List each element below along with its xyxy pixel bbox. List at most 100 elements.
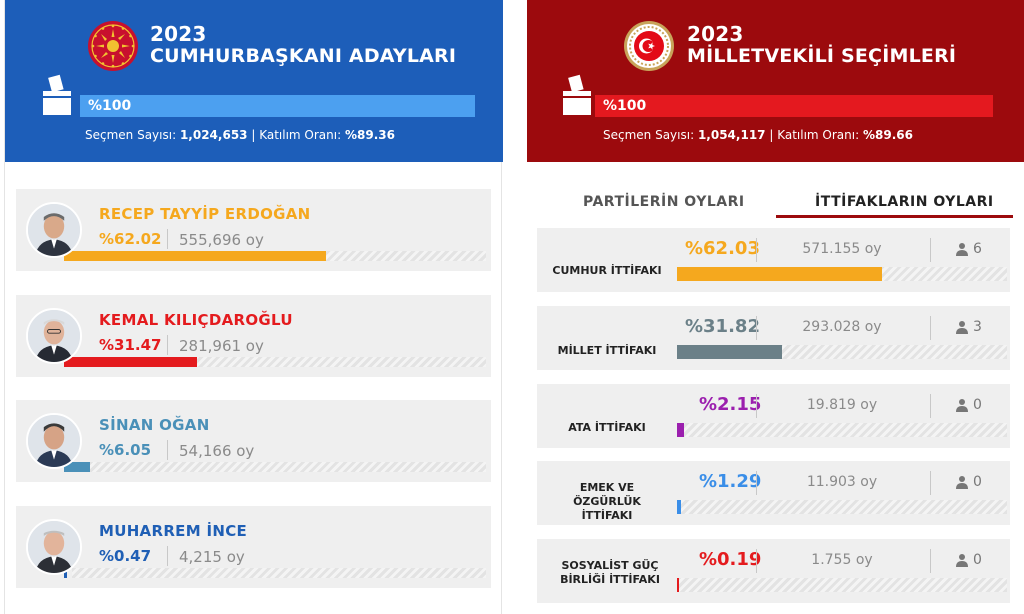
alliance-votes: 11.903 oy <box>806 474 878 490</box>
alliance-vote-bar <box>677 267 882 281</box>
candidate-percent: %6.05 <box>99 441 152 459</box>
alliance-seats: 3 <box>973 319 982 335</box>
divider <box>756 394 757 418</box>
divider <box>167 546 168 566</box>
parliament-seal-icon <box>624 21 674 71</box>
voter-count-label: Seçmen Sayısı: <box>603 128 698 142</box>
candidate-votes: 54,166 oy <box>179 442 255 460</box>
alliance-votes: 19.819 oy <box>806 397 878 413</box>
alliance-percent: %31.82 <box>685 316 760 337</box>
vote-bar-track <box>677 423 1007 437</box>
alliance-card-cumhur[interactable]: CUMHUR İTTİFAKI %62.03 571.155 oy 6 <box>537 228 1010 292</box>
person-icon <box>956 321 968 334</box>
candidate-avatar <box>26 413 82 469</box>
vote-bar-track <box>72 568 486 578</box>
alliance-seats: 6 <box>973 241 982 257</box>
candidate-avatar <box>26 308 82 364</box>
presidential-progress-bar: %100 <box>80 95 475 117</box>
candidate-vote-bar <box>64 462 90 472</box>
candidate-avatar <box>26 519 82 575</box>
candidate-vote-bar <box>64 251 326 261</box>
voter-count-value: 1,024,653 <box>179 128 248 142</box>
presidential-header: 2023 CUMHURBAŞKANI ADAYLARI %100 Seçmen … <box>5 0 503 162</box>
candidate-avatar <box>26 202 82 258</box>
candidate-card-erdogan[interactable]: RECEP TAYYİP ERDOĞAN %62.02 555,696 oy <box>16 189 491 271</box>
voter-count-label: Seçmen Sayısı: <box>85 128 180 142</box>
presidential-progress-label: %100 <box>88 98 132 114</box>
stats-separator: | <box>765 128 778 142</box>
presidential-year: 2023 <box>150 22 207 46</box>
tab-party-votes[interactable]: PARTİLERİN OYLARI <box>583 194 745 210</box>
alliance-vote-bar <box>677 423 684 437</box>
candidate-votes: 281,961 oy <box>179 337 264 355</box>
divider <box>930 549 931 573</box>
alliance-card-sosyalist[interactable]: SOSYALİST GÜÇ BİRLİĞİ İTTİFAKI %0.19 1.7… <box>537 539 1010 603</box>
alliance-name: EMEK VE ÖZGÜRLÜK İTTİFAKI <box>573 481 641 522</box>
alliance-vote-bar <box>677 345 782 359</box>
candidate-votes: 555,696 oy <box>179 231 264 249</box>
presidential-stats: Seçmen Sayısı: 1,024,653 | Katılım Oranı… <box>85 128 395 142</box>
alliance-percent: %0.19 <box>699 549 762 570</box>
divider <box>167 229 168 249</box>
vote-bar-track <box>677 578 1007 592</box>
stats-separator: | <box>247 128 260 142</box>
alliance-percent: %1.29 <box>699 471 762 492</box>
alliance-name: MİLLET İTTİFAKI <box>557 344 657 357</box>
candidate-percent: %0.47 <box>99 547 152 565</box>
candidate-card-kilicdaroglu[interactable]: KEMAL KILIÇDAROĞLU %31.47 281,961 oy <box>16 295 491 377</box>
alliance-votes: 293.028 oy <box>802 319 882 335</box>
alliance-card-ata[interactable]: ATA İTTİFAKI %2.15 19.819 oy 0 <box>537 384 1010 448</box>
alliance-vote-bar <box>677 500 681 514</box>
alliance-name: ATA İTTİFAKI <box>568 421 646 434</box>
candidate-card-ogan[interactable]: SİNAN OĞAN %6.05 54,166 oy <box>16 400 491 482</box>
person-icon <box>956 243 968 256</box>
parliament-year: 2023 <box>687 22 744 46</box>
alliance-percent: %2.15 <box>699 394 762 415</box>
parliament-header: 2023 MİLLETVEKİLİ SEÇİMLERİ %100 Seçmen … <box>527 0 1024 162</box>
alliance-votes: 1.755 oy <box>811 552 873 568</box>
candidate-vote-bar <box>64 568 67 578</box>
alliance-percent: %62.03 <box>685 238 760 259</box>
tab-alliance-votes[interactable]: İTTİFAKLARIN OYLARI <box>815 194 994 210</box>
alliance-card-emek[interactable]: EMEK VE ÖZGÜRLÜK İTTİFAKI %1.29 11.903 o… <box>537 461 1010 525</box>
candidate-percent: %62.02 <box>99 230 162 248</box>
voter-count-value: 1,054,117 <box>697 128 766 142</box>
turnout-value: %89.66 <box>862 128 913 142</box>
alliance-seats: 0 <box>973 474 982 490</box>
person-icon <box>956 476 968 489</box>
alliance-card-millet[interactable]: MİLLET İTTİFAKI %31.82 293.028 oy 3 <box>537 306 1010 370</box>
person-icon <box>956 554 968 567</box>
alliance-name: CUMHUR İTTİFAKI <box>552 264 662 277</box>
ballot-box-icon <box>43 74 71 115</box>
candidate-name: MUHARREM İNCE <box>99 522 248 540</box>
divider <box>930 316 931 340</box>
active-tab-indicator <box>776 215 1013 218</box>
vote-bar-track <box>72 357 486 367</box>
divider <box>756 471 757 495</box>
candidate-card-ince[interactable]: MUHARREM İNCE %0.47 4,215 oy <box>16 506 491 588</box>
turnout-label: Katılım Oranı: <box>777 128 863 142</box>
presidential-seal-icon <box>88 21 138 71</box>
alliance-votes: 571.155 oy <box>802 241 882 257</box>
parliament-panel: 2023 MİLLETVEKİLİ SEÇİMLERİ %100 Seçmen … <box>527 0 1024 614</box>
divider <box>930 238 931 262</box>
candidate-percent: %31.47 <box>99 336 162 354</box>
parliament-stats: Seçmen Sayısı: 1,054,117 | Katılım Oranı… <box>603 128 913 142</box>
presidential-panel: 2023 CUMHURBAŞKANI ADAYLARI %100 Seçmen … <box>4 0 503 614</box>
divider <box>756 549 757 573</box>
divider <box>167 335 168 355</box>
divider <box>167 440 168 460</box>
parliament-title: MİLLETVEKİLİ SEÇİMLERİ <box>687 45 957 67</box>
divider <box>930 471 931 495</box>
person-icon <box>956 399 968 412</box>
parliament-progress-bar: %100 <box>595 95 993 117</box>
candidate-name: SİNAN OĞAN <box>99 416 210 434</box>
alliance-vote-bar <box>677 578 679 592</box>
presidential-title: CUMHURBAŞKANI ADAYLARI <box>150 45 457 67</box>
vote-bar-track <box>72 462 486 472</box>
alliance-name: SOSYALİST GÜÇ BİRLİĞİ İTTİFAKI <box>560 559 660 586</box>
candidate-name: RECEP TAYYİP ERDOĞAN <box>99 205 311 223</box>
alliance-seats: 0 <box>973 397 982 413</box>
ballot-box-icon <box>563 74 591 115</box>
divider <box>930 394 931 418</box>
